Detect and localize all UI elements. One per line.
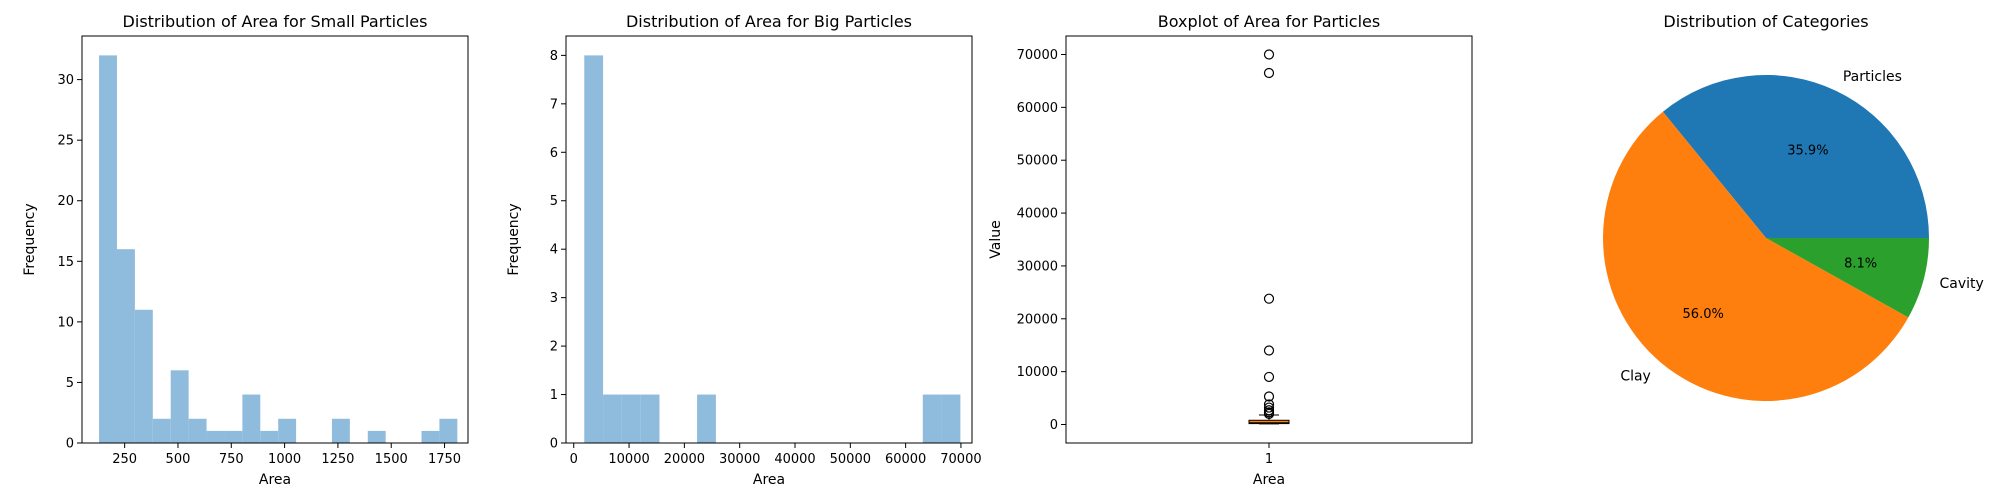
y-tick-label: 5 xyxy=(66,376,74,391)
histogram-bar xyxy=(170,370,189,443)
y-tick-label: 0 xyxy=(1050,418,1058,433)
y-tick-label: 70000 xyxy=(1017,48,1058,63)
y-axis-label: Frequency xyxy=(22,203,38,275)
x-tick-label: 50000 xyxy=(830,452,871,467)
pie-slice-clay xyxy=(1602,111,1909,402)
outlier-point xyxy=(1263,293,1275,304)
x-axis-label: Area xyxy=(753,472,785,488)
y-tick-label: 7 xyxy=(550,97,558,112)
y-tick-label: 1 xyxy=(550,388,558,403)
pie-label-particles: Particles xyxy=(1843,69,1902,85)
y-tick-label: 40000 xyxy=(1017,207,1058,222)
histogram-bar xyxy=(439,418,458,443)
histogram-bar xyxy=(278,418,297,443)
outlier-point xyxy=(1263,67,1275,79)
chart-title: Boxplot of Area for Particles xyxy=(1158,12,1380,31)
y-tick-label: 30000 xyxy=(1017,259,1058,274)
axes-frame xyxy=(565,35,973,444)
x-tick-label: 1000 xyxy=(268,452,301,467)
outlier-point xyxy=(1263,408,1275,420)
y-tick-label: 20 xyxy=(57,194,74,209)
y-tick-label: 4 xyxy=(550,243,558,258)
y-tick-label: 60000 xyxy=(1017,101,1058,116)
y-axis-label: Frequency xyxy=(506,203,522,275)
outlier-point xyxy=(1263,391,1275,402)
x-tick-label: 30000 xyxy=(719,452,760,467)
pie-percentage-clay: 56.0% xyxy=(1683,307,1724,322)
histogram-bar xyxy=(640,394,660,443)
x-tick-label: 750 xyxy=(219,452,244,467)
y-tick-label: 10 xyxy=(57,315,74,330)
y-axis-label: Value xyxy=(988,220,1004,258)
histogram-bar xyxy=(421,430,440,443)
x-tick-label: 60000 xyxy=(885,452,926,467)
histogram-bar xyxy=(224,430,243,443)
histogram-bar xyxy=(99,55,117,443)
x-tick-label: 70000 xyxy=(940,452,981,467)
x-axis-label: Area xyxy=(1253,472,1285,488)
histogram-bar xyxy=(697,394,716,443)
x-tick-label: 1 xyxy=(1265,452,1273,467)
x-tick-label: 40000 xyxy=(774,452,815,467)
x-tick-label: 10000 xyxy=(608,452,649,467)
histogram-bar xyxy=(188,418,207,443)
y-tick-label: 2 xyxy=(550,340,558,355)
pie-label-cavity: Cavity xyxy=(1940,276,1984,292)
x-tick-label: 1250 xyxy=(321,452,354,467)
histogram-bar xyxy=(116,249,135,443)
chart-title: Distribution of Categories xyxy=(1663,12,1868,31)
histogram-bar xyxy=(260,430,279,443)
x-axis-label: Area xyxy=(259,472,291,488)
histogram-bar xyxy=(621,394,641,443)
x-tick-label: 250 xyxy=(112,452,137,467)
chart-title: Distribution of Area for Big Particles xyxy=(626,12,912,31)
y-tick-label: 3 xyxy=(550,291,558,306)
histogram-bar xyxy=(922,394,942,443)
y-tick-label: 50000 xyxy=(1017,154,1058,169)
y-tick-label: 6 xyxy=(550,146,558,161)
outlier-point xyxy=(1263,49,1275,60)
axes-frame xyxy=(81,35,469,444)
histogram-bar xyxy=(584,55,604,443)
outlier-point xyxy=(1263,345,1275,356)
big-particles-histogram: 0 10000 20000 30000 40000 50000 60000 70000 0 1 2 3… xyxy=(506,12,982,488)
x-tick-label: 1500 xyxy=(375,452,408,467)
small-particles-histogram: 250 500 750 1000 1250 1500 1750 0 5 10 15 20 25 30 Dis… xyxy=(22,12,469,488)
x-tick-label: 500 xyxy=(166,452,191,467)
pie-label-clay: Clay xyxy=(1620,368,1651,384)
histogram-bar xyxy=(331,418,350,443)
histogram-bar xyxy=(152,418,171,443)
pie-percentage-particles: 35.9% xyxy=(1787,144,1828,159)
y-tick-label: 0 xyxy=(66,437,74,452)
histogram-bar xyxy=(367,430,386,443)
categories-pie-chart: Distribution of Categories Particles 35.9%… xyxy=(1602,12,1984,402)
histogram-bar xyxy=(941,394,961,443)
outlier-point xyxy=(1263,402,1275,413)
y-tick-label: 15 xyxy=(57,255,74,270)
pie-percentage-cavity: 8.1% xyxy=(1844,257,1877,272)
histogram-bar xyxy=(134,309,153,443)
area-boxplot: 1 0 10000 20000 30000 40000 50000 60000 70000 Box… xyxy=(988,12,1473,488)
y-tick-label: 25 xyxy=(57,134,74,149)
y-tick-label: 20000 xyxy=(1017,312,1058,327)
box-iqr xyxy=(1248,419,1290,425)
y-tick-label: 0 xyxy=(550,437,558,452)
y-tick-label: 5 xyxy=(550,194,558,209)
chart-title: Distribution of Area for Small Particles xyxy=(123,12,428,31)
pie-slice-cavity xyxy=(1766,238,1929,318)
x-tick-label: 20000 xyxy=(664,452,705,467)
x-tick-label: 1750 xyxy=(428,452,461,467)
y-tick-label: 10000 xyxy=(1017,365,1058,380)
y-tick-label: 30 xyxy=(57,73,74,88)
y-tick-label: 8 xyxy=(550,49,558,64)
histogram-bar xyxy=(603,394,622,443)
outlier-point xyxy=(1263,371,1275,383)
histogram-bar xyxy=(242,394,261,443)
x-tick-label: 0 xyxy=(570,452,578,467)
pie-slice-particles xyxy=(1662,75,1929,238)
histogram-bar xyxy=(206,430,225,443)
